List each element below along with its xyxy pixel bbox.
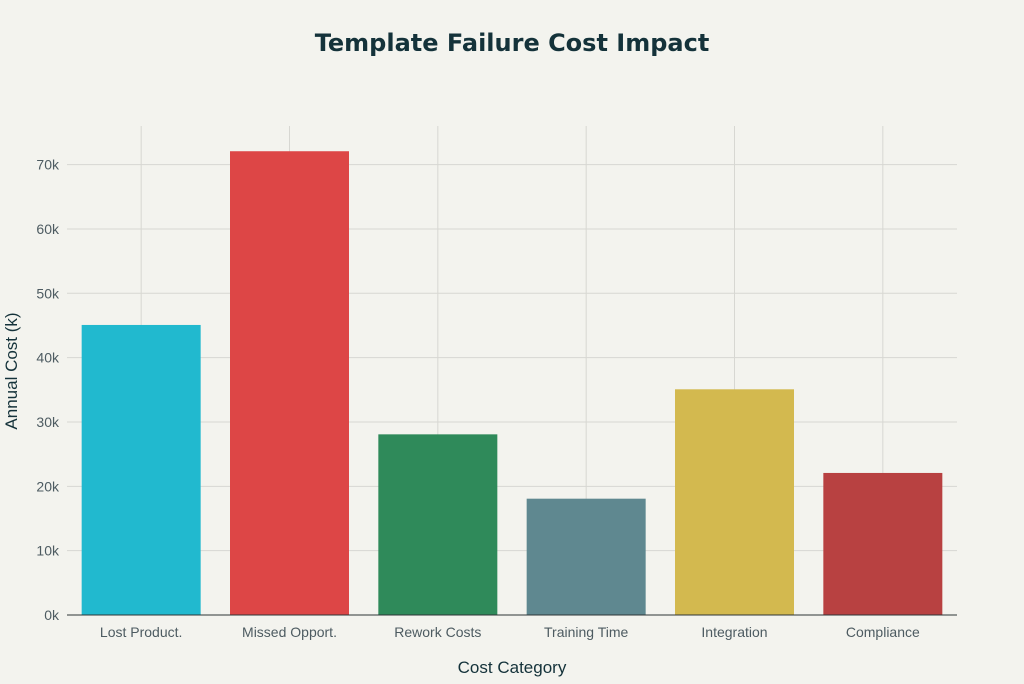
x-axis-ticks: Lost Product. Missed Opport. Rework Costs T… (100, 624, 920, 640)
y-tick-label: 70k (36, 157, 60, 173)
bar-lost-product (81, 324, 201, 616)
y-tick-label: 50k (36, 285, 60, 301)
y-tick-label: 30k (36, 414, 60, 430)
bar-missed-opport (230, 151, 349, 616)
y-axis-title: Annual Cost (k) (2, 312, 21, 429)
chart-title: Template Failure Cost Impact (315, 29, 710, 57)
y-tick-label: 10k (36, 543, 60, 559)
bar-training-time (526, 498, 646, 616)
x-tick-label: Integration (701, 624, 767, 640)
x-tick-label: Lost Product. (100, 624, 183, 640)
x-tick-label: Compliance (846, 624, 920, 640)
y-axis-ticks: 0k 10k 20k 30k 40k 50k 60k 70k (36, 157, 60, 623)
y-tick-label: 0k (44, 607, 60, 623)
bar-integration (675, 389, 794, 616)
x-axis-title: Cost Category (458, 658, 567, 677)
x-tick-label: Training Time (544, 624, 629, 640)
bar-rework-costs (378, 434, 498, 616)
x-tick-label: Rework Costs (394, 624, 481, 640)
y-tick-label: 40k (36, 350, 60, 366)
bars-layer (81, 151, 943, 616)
grid-layer (67, 126, 957, 615)
y-tick-label: 60k (36, 221, 60, 237)
bar-compliance (823, 472, 943, 616)
y-tick-label: 20k (36, 478, 60, 494)
x-tick-label: Missed Opport. (242, 624, 337, 640)
